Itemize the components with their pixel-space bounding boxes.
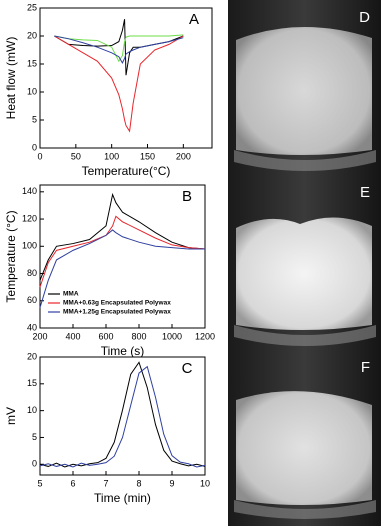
data-line: [39, 365, 206, 468]
y-tick-label: 25: [27, 2, 37, 12]
x-axis-title: Time (min): [94, 491, 151, 505]
y-tick-label: 15: [27, 378, 37, 388]
x-tick-label: 800: [131, 331, 146, 341]
y-tick-label: 5: [32, 432, 37, 442]
legend-label: MMA+1.25g Encapsulated Polywax: [63, 309, 171, 316]
x-tick-label: 50: [71, 151, 81, 161]
photo-e: E: [228, 175, 381, 350]
y-tick-label: 0: [32, 459, 37, 469]
charts: 0 50 100 150 2000510152025Temperature(°C)Hea…: [4, 2, 215, 505]
data-line: [54, 35, 184, 64]
data-line: [39, 361, 206, 468]
photo-label: D: [359, 9, 370, 26]
data-line: [39, 215, 206, 288]
y-tick-label: 60: [27, 295, 37, 305]
panel-label: A: [189, 11, 199, 28]
x-tick-label: 200: [32, 331, 47, 341]
y-tick-label: 40: [27, 322, 37, 332]
legend-label: MMA+0.63g Encapsulated Polywax: [63, 300, 171, 307]
data-line: [54, 35, 184, 133]
y-tick-label: 20: [27, 351, 37, 361]
x-tick-label: 10: [200, 478, 210, 488]
x-tick-label: 9: [169, 478, 174, 488]
y-tick-label: 0: [32, 142, 37, 152]
y-tick-label: 15: [27, 58, 37, 68]
data-line: [39, 192, 206, 281]
y-axis-title: Heat flow (mW): [4, 37, 18, 120]
x-tick-label: 1200: [195, 331, 215, 341]
photo-f: F: [228, 350, 381, 526]
x-tick-label: 200: [176, 151, 191, 161]
photo-label: F: [361, 359, 370, 376]
x-tick-label: 7: [103, 478, 108, 488]
x-tick-label: 400: [65, 331, 80, 341]
photo-d: D: [228, 0, 381, 175]
x-tick-label: 8: [136, 478, 141, 488]
y-axis-title: mV: [4, 407, 18, 425]
legend-label: MMA: [63, 291, 79, 298]
x-tick-label: 0: [37, 151, 42, 161]
panel-label: B: [182, 188, 192, 205]
plot-frame: [39, 7, 213, 149]
data-line: [54, 34, 184, 63]
y-tick-label: 100: [22, 241, 37, 251]
data-line: [39, 229, 205, 308]
y-tick-label: 10: [27, 405, 37, 415]
y-tick-label: 10: [27, 86, 37, 96]
y-tick-label: 120: [22, 213, 37, 223]
plot-frame: [39, 184, 206, 329]
y-tick-label: 5: [32, 114, 37, 124]
x-tick-label: 6: [70, 478, 75, 488]
x-tick-label: 600: [98, 331, 113, 341]
y-tick-label: 80: [27, 268, 37, 278]
x-tick-label: 5: [37, 478, 42, 488]
photo-label: E: [360, 184, 370, 201]
y-axis-title: Temperature (°C): [4, 210, 18, 302]
panel-label: C: [182, 360, 193, 377]
x-axis-title: Temperature(°C): [82, 164, 171, 178]
y-tick-label: 20: [27, 30, 37, 40]
x-tick-label: 1000: [162, 331, 182, 341]
x-tick-label: 150: [140, 151, 155, 161]
x-tick-label: 100: [104, 151, 119, 161]
plot-frame: [39, 356, 206, 476]
y-tick-label: 140: [22, 186, 37, 196]
x-axis-title: Time (s): [101, 344, 145, 358]
